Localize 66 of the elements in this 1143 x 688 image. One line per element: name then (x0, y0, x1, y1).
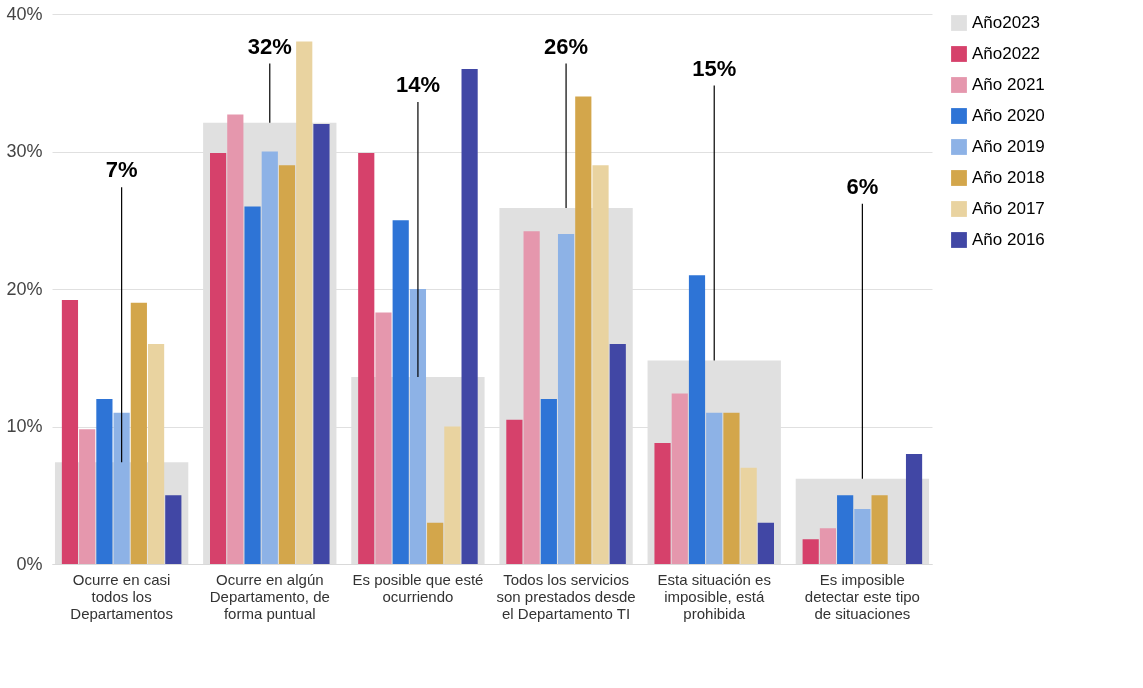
bar (427, 522, 444, 564)
x-tick-label: Ocurre en algún Departamento, de forma puntual (209, 570, 330, 622)
bar (654, 443, 671, 564)
bar (113, 412, 130, 564)
bar (165, 495, 182, 564)
bar (358, 152, 375, 564)
bar (592, 165, 609, 564)
bar (905, 454, 923, 564)
bar (757, 522, 774, 564)
bar (723, 412, 740, 564)
bar (819, 528, 837, 564)
bar (802, 539, 819, 564)
bar (278, 165, 296, 564)
x-tick-label: Esta situación es imposible, está prohibida (657, 570, 771, 622)
x-tick-label: Ocurre en casi todos los Departamentos (70, 570, 173, 622)
legend-label: Año 2021 (972, 75, 1045, 94)
y-tick-label: 10% (6, 416, 43, 436)
bar (854, 509, 871, 564)
bar (130, 302, 147, 564)
bar (147, 344, 165, 564)
annotation: 32% (247, 33, 292, 59)
x-tick-label: Es posible que esté ocurriendo (352, 570, 484, 605)
bar (871, 495, 888, 564)
bar (261, 151, 278, 564)
annotation: 6% (846, 173, 879, 199)
bar (671, 393, 688, 564)
bar (96, 399, 113, 564)
y-tick-label: 30% (6, 141, 43, 161)
bar (296, 41, 313, 564)
bar (575, 96, 592, 564)
bar (523, 231, 540, 564)
bar (61, 300, 79, 564)
bar (688, 275, 706, 564)
bar (506, 419, 523, 564)
x-tick-label: Todos los servicios son prestados desde el Departamento TI (496, 570, 636, 622)
bar (313, 124, 330, 564)
legend-label: Año2022 (972, 44, 1041, 63)
y-tick-label: 40% (6, 3, 43, 24)
legend-label: Año2023 (972, 13, 1041, 32)
bar (609, 344, 626, 564)
y-tick-label: 0% (16, 553, 43, 574)
bar (740, 467, 757, 564)
bar (706, 412, 723, 564)
bar (375, 312, 392, 564)
bar (244, 206, 261, 564)
legend-label: Año 2018 (972, 168, 1045, 187)
annotation: 7% (105, 157, 138, 183)
bar (409, 289, 427, 564)
bar (79, 429, 96, 564)
bar (210, 152, 227, 564)
legend-label: Año 2019 (972, 137, 1045, 156)
legend-label: Año 2020 (972, 106, 1045, 125)
bar (392, 220, 409, 564)
bar (540, 399, 557, 564)
x-tick-label: Es imposible detectar este tipo de situaciones (804, 570, 920, 622)
annotation: 26% (544, 33, 589, 59)
bar (557, 234, 575, 564)
bar (444, 426, 461, 564)
annotation: 14% (395, 72, 440, 97)
legend-label: Año 2016 (972, 230, 1045, 249)
bar (837, 495, 854, 564)
bar (461, 69, 478, 564)
y-tick-label: 20% (6, 278, 43, 299)
bar (227, 114, 244, 564)
legend-label: Año 2017 (972, 199, 1045, 218)
annotation: 15% (692, 55, 737, 81)
